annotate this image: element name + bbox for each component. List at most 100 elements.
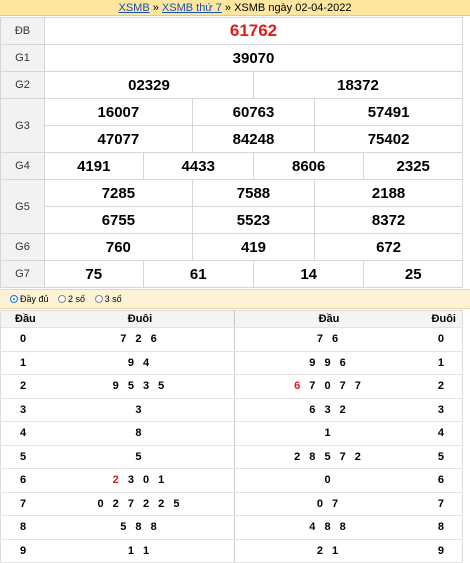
loto-tail-values: 1 1 <box>46 539 235 563</box>
prize-value: 16007 <box>44 98 193 126</box>
prize-row-g1: G1 39070 <box>0 44 463 72</box>
prize-value: 61 <box>142 260 254 288</box>
loto-tail-digit: 7 <box>423 492 463 516</box>
prize-row-g4: G4 4191 4433 8606 2325 <box>0 152 463 180</box>
prize-label: G2 <box>0 71 45 99</box>
loto-head-digit: 8 <box>0 515 47 540</box>
prize-value: 25 <box>363 260 463 288</box>
prize-value: 2188 <box>314 179 463 207</box>
loto-tail-values: 8 <box>46 421 235 446</box>
loto-head-digit: 6 <box>0 468 47 493</box>
column-header: Đầu <box>234 310 424 328</box>
prize-value: 57491 <box>314 98 463 126</box>
loto-head-digit: 5 <box>0 445 47 469</box>
loto-tail-values: 2 3 0 1 <box>46 468 235 493</box>
loto-head-values: 0 7 <box>234 492 424 516</box>
radio-icon[interactable] <box>58 295 67 303</box>
loto-tail-digit: 4 <box>423 421 463 446</box>
loto-head-digit: 4 <box>0 421 47 446</box>
prize-value: 760 <box>44 233 193 261</box>
prize-label: G4 <box>0 152 45 180</box>
prize-row-g7: G7 75 61 14 25 <box>0 260 463 288</box>
column-header: Đuôi <box>423 310 463 328</box>
loto-tail-digit: 5 <box>423 445 463 469</box>
prize-row-db: ĐB 61762 <box>0 17 463 45</box>
prize-row-g6: G6 760 419 672 <box>0 233 463 261</box>
loto-tail-values: 9 4 <box>46 351 235 375</box>
loto-values: 7 0 7 7 <box>303 380 364 393</box>
loto-head-values: 0 <box>234 468 424 493</box>
option-3-digits[interactable]: 3 số <box>94 290 122 308</box>
loto-head-digit: 0 <box>0 327 47 352</box>
prize-value: 5523 <box>191 206 316 234</box>
loto-head-values: 9 9 6 <box>234 351 424 375</box>
loto-tail-digit: 0 <box>423 327 463 352</box>
prize-row-g5b: 6755 5523 8372 <box>1 206 463 234</box>
loto-tail-digit: 6 <box>423 468 463 493</box>
prize-value: 60763 <box>191 98 316 126</box>
breadcrumb-separator: » <box>221 2 235 14</box>
loto-tail-digit: 8 <box>423 515 463 540</box>
prize-value: 7588 <box>191 179 316 207</box>
loto-head-values: 2 1 <box>234 539 424 563</box>
loto-tail-digit: 1 <box>423 351 463 375</box>
prize-row-g3b: 47077 84248 75402 <box>1 125 463 153</box>
special-digit: 2 <box>112 474 122 487</box>
display-options: Đầy đủ 2 số 3 số <box>0 289 470 309</box>
option-2-digits[interactable]: 2 số <box>58 290 85 308</box>
special-digit: 6 <box>294 380 304 393</box>
radio-selected-icon[interactable] <box>10 295 18 303</box>
loto-head-values: 2 8 5 7 2 <box>234 445 424 469</box>
loto-tail-values: 0 2 7 2 2 5 <box>46 492 235 516</box>
option-label: 3 số <box>104 294 122 304</box>
prize-label: G7 <box>0 260 45 288</box>
breadcrumb-link-xsmb-thu7[interactable]: XSMB thứ 7 <box>161 2 222 14</box>
prize-value: 672 <box>314 233 463 261</box>
prize-row-g3: G3 16007 60763 57491 <box>0 98 463 153</box>
special-prize-value: 61762 <box>44 17 463 45</box>
prize-value: 14 <box>252 260 365 288</box>
loto-head-digit: 7 <box>0 492 47 516</box>
prize-value: 75 <box>44 260 144 288</box>
breadcrumb-current: XSMB ngày 02-04-2022 <box>234 2 352 14</box>
prize-value: 4191 <box>44 152 144 180</box>
radio-icon[interactable] <box>94 295 103 303</box>
prize-label: G1 <box>0 44 45 72</box>
loto-head-values: 4 8 8 <box>234 515 424 540</box>
option-full[interactable]: Đầy đủ <box>10 290 49 308</box>
loto-head-digit: 2 <box>0 374 47 399</box>
prize-row-g5: G5 7285 7588 2188 <box>0 179 463 234</box>
option-label: Đầy đủ <box>20 294 49 304</box>
loto-tail-values: 7 2 6 <box>46 327 235 352</box>
prize-value: 8372 <box>314 206 463 234</box>
prize-value: 47077 <box>44 125 193 153</box>
prize-label: G5 <box>0 179 45 234</box>
prize-value: 84248 <box>191 125 316 153</box>
loto-head-values: 6 3 2 <box>234 398 424 422</box>
prize-value: 39070 <box>44 44 463 72</box>
loto-tail-values: 9 5 3 5 <box>46 374 235 399</box>
prize-label: G3 <box>0 98 45 153</box>
loto-tail-values: 5 <box>46 445 235 469</box>
option-label: 2 số <box>68 294 86 304</box>
prize-value: 4433 <box>142 152 254 180</box>
breadcrumb-separator: » <box>149 2 162 14</box>
loto-head-digit: 3 <box>0 398 47 422</box>
loto-head-values: 7 6 <box>234 327 424 352</box>
prize-label: G6 <box>0 233 45 261</box>
prize-value: 8606 <box>252 152 365 180</box>
loto-values: 3 0 1 <box>121 474 168 487</box>
column-header: Đầu <box>0 310 47 328</box>
prize-value: 75402 <box>314 125 463 153</box>
breadcrumb-link-xsmb[interactable]: XSMB <box>118 2 150 14</box>
prize-value: 02329 <box>44 71 254 99</box>
